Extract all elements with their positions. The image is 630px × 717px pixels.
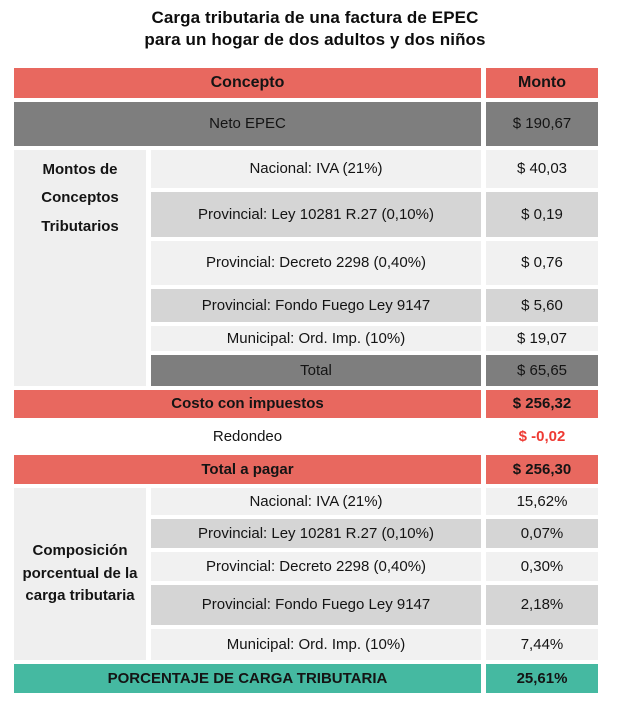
concept-cell: Nacional: IVA (21%)	[151, 487, 481, 515]
concept-cell: Provincial: Ley 10281 R.27 (0,10%)	[151, 518, 481, 548]
page-title: Carga tributaria de una factura de EPEC …	[0, 0, 630, 52]
table-row-composicion-iva: Composición porcentual de la carga tribu…	[14, 487, 598, 660]
porcentaje-concept-cell: PORCENTAJE DE CARGA TRIBUTARIA	[14, 663, 481, 693]
composicion-section-label-cell: Composición porcentual de la carga tribu…	[14, 487, 146, 660]
table-row-composicion-municipal: Municipal: Ord. Imp. (10%) 7,44%	[14, 628, 598, 660]
costo-amount-cell: $ 256,32	[486, 389, 598, 418]
neto-epec-row: Neto EPEC $ 190,67	[14, 101, 598, 146]
total-pagar-concept-cell: Total a pagar	[14, 454, 481, 484]
concept-cell: Municipal: Ord. Imp. (10%)	[151, 628, 481, 660]
page-title-line2: para un hogar de dos adultos y dos niños	[144, 30, 486, 50]
porcentaje-amount-cell: 25,61%	[486, 663, 598, 693]
table-row-composicion-decreto2298: Provincial: Decreto 2298 (0,40%) 0,30%	[14, 551, 598, 581]
amount-cell: 0,07%	[486, 518, 598, 548]
montos-total-amount-cell: $ 65,65	[486, 354, 598, 386]
concept-cell: Provincial: Decreto 2298 (0,40%)	[151, 240, 481, 285]
total-a-pagar-row: Total a pagar $ 256,30	[14, 454, 598, 484]
redondeo-amount-cell: $ -0,02	[486, 421, 598, 451]
table-row-montos-fondo-fuego: Provincial: Fondo Fuego Ley 9147 $ 5,60	[14, 288, 598, 322]
amount-cell: $ 40,03	[486, 149, 598, 188]
neto-epec-amount-cell: $ 190,67	[486, 101, 598, 146]
porcentaje-carga-row: PORCENTAJE DE CARGA TRIBUTARIA 25,61%	[14, 663, 598, 693]
page-title-line1: Carga tributaria de una factura de EPEC	[151, 8, 479, 27]
concept-header-cell: Concepto	[14, 67, 481, 98]
concept-cell: Provincial: Ley 10281 R.27 (0,10%)	[151, 191, 481, 237]
concept-cell: Provincial: Decreto 2298 (0,40%)	[151, 551, 481, 581]
amount-cell: $ 5,60	[486, 288, 598, 322]
amount-cell: $ 19,07	[486, 325, 598, 351]
concept-cell: Provincial: Fondo Fuego Ley 9147	[151, 584, 481, 625]
concept-cell: Municipal: Ord. Imp. (10%)	[151, 325, 481, 351]
costo-concept-cell: Costo con impuestos	[14, 389, 481, 418]
table-row-montos-ley10281: Provincial: Ley 10281 R.27 (0,10%) $ 0,1…	[14, 191, 598, 237]
tax-table: Concepto Monto Neto EPEC $ 190,67 Montos…	[9, 64, 603, 697]
neto-epec-concept-cell: Neto EPEC	[14, 101, 481, 146]
amount-cell: $ 0,76	[486, 240, 598, 285]
amount-cell: 7,44%	[486, 628, 598, 660]
table-row-montos-municipal: Municipal: Ord. Imp. (10%) $ 19,07	[14, 325, 598, 351]
redondeo-concept-cell: Redondeo	[14, 421, 481, 451]
montos-total-row: Total $ 65,65	[14, 354, 598, 386]
amount-cell: $ 0,19	[486, 191, 598, 237]
amount-cell: 0,30%	[486, 551, 598, 581]
table-row-montos-iva: Montos de Conceptos Tributarios Nacional…	[14, 149, 598, 386]
concept-cell: Nacional: IVA (21%)	[151, 149, 481, 188]
concept-cell: Provincial: Fondo Fuego Ley 9147	[151, 288, 481, 322]
costo-con-impuestos-row: Costo con impuestos $ 256,32	[14, 389, 598, 418]
redondeo-row: Redondeo $ -0,02	[14, 421, 598, 451]
table-row-montos-decreto2298: Provincial: Decreto 2298 (0,40%) $ 0,76	[14, 240, 598, 285]
amount-cell: 2,18%	[486, 584, 598, 625]
montos-section-label-cell: Montos de Conceptos Tributarios	[14, 149, 146, 386]
table-row-composicion-fondo-fuego: Provincial: Fondo Fuego Ley 9147 2,18%	[14, 584, 598, 625]
amount-cell: 15,62%	[486, 487, 598, 515]
table-row-composicion-ley10281: Provincial: Ley 10281 R.27 (0,10%) 0,07%	[14, 518, 598, 548]
montos-total-concept-cell: Total	[151, 354, 481, 386]
total-pagar-amount-cell: $ 256,30	[486, 454, 598, 484]
amount-header-cell: Monto	[486, 67, 598, 98]
table-header-row: Concepto Monto	[14, 67, 598, 98]
